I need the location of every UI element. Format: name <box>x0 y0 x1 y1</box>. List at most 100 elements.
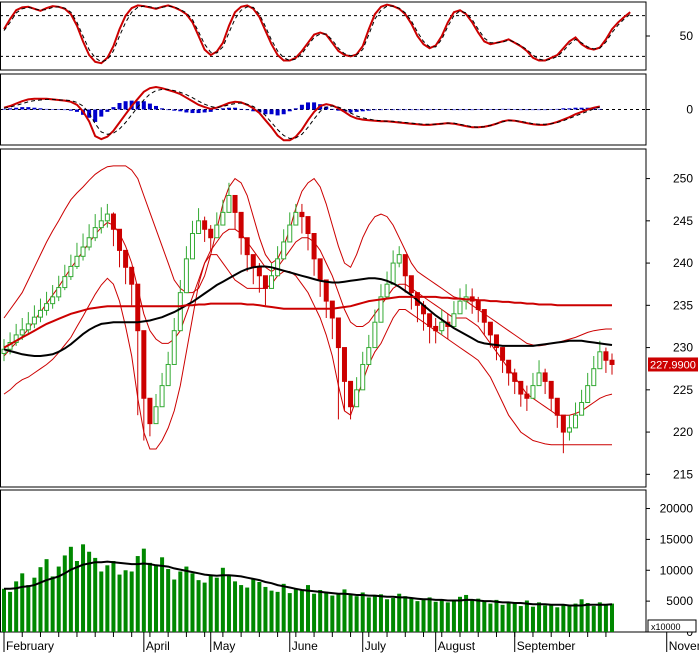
candle <box>153 394 159 425</box>
candle-body <box>439 321 445 332</box>
volume-bar <box>372 596 377 632</box>
candle-body <box>378 296 384 323</box>
macd-hist-bar <box>178 109 183 112</box>
candle <box>427 313 433 344</box>
last-price-box <box>648 357 698 372</box>
candle <box>530 372 536 399</box>
candle-body <box>189 233 195 260</box>
macd-hist-bar <box>38 108 43 110</box>
volume-bar <box>287 593 292 632</box>
candle-body <box>402 254 408 277</box>
month-label: November <box>669 639 699 653</box>
macd-hist-bar <box>561 108 566 110</box>
candle-body <box>585 385 591 404</box>
macd-hist-bar <box>190 109 195 114</box>
candle <box>536 360 542 387</box>
candle-body <box>366 347 372 365</box>
candle <box>439 309 445 335</box>
macd-hist-bar <box>482 109 487 110</box>
volume-bar <box>488 603 493 632</box>
candle-body <box>293 211 299 226</box>
macd-hist-bar <box>287 109 292 112</box>
candle <box>481 309 487 335</box>
last-price-marker: 227.9900 <box>648 357 698 372</box>
macd-hist-bar <box>378 109 383 111</box>
volume-bar <box>111 561 116 632</box>
volume-bar <box>445 602 450 632</box>
candle-body <box>232 194 238 213</box>
macd-hist-bar <box>451 109 456 111</box>
candle <box>603 347 609 373</box>
volume-bar <box>342 589 347 632</box>
volume-bar <box>275 591 280 632</box>
candle <box>117 228 123 268</box>
macd-histogram <box>2 100 602 122</box>
candle-body <box>262 275 268 289</box>
macd-hist-bar <box>32 107 37 110</box>
macd-hist-bar <box>506 108 511 110</box>
volume-bar <box>50 576 55 632</box>
volume-bar <box>99 571 104 632</box>
volume-bar <box>81 544 86 632</box>
candle <box>50 285 56 309</box>
candle <box>86 224 92 251</box>
volume-bar <box>172 579 177 632</box>
candle <box>402 254 408 293</box>
volume-bar <box>573 603 578 632</box>
macd-hist-bar <box>74 109 79 112</box>
candle-body <box>305 216 311 235</box>
volume-moving-average <box>4 560 613 607</box>
volume-bar <box>518 606 523 632</box>
macd-hist-bar <box>166 109 171 111</box>
candle-body <box>493 334 499 349</box>
candle <box>92 214 98 242</box>
volume-bars <box>2 544 614 632</box>
macd-hist-bar <box>476 109 481 110</box>
candle <box>390 250 396 285</box>
volume-bar <box>403 596 408 632</box>
candle <box>98 207 104 234</box>
macd-hist-bar <box>530 109 535 111</box>
volume-bar <box>245 587 250 632</box>
candle-body <box>518 380 524 395</box>
macd-hist-bar <box>160 108 165 110</box>
macd-series-0 <box>3 85 600 142</box>
candle <box>44 291 50 316</box>
macd-hist-bar <box>579 107 584 110</box>
candle-body <box>396 254 402 264</box>
macd-hist-bar <box>99 109 104 117</box>
volume-bar <box>549 604 554 632</box>
macd-hist-bar <box>293 108 298 110</box>
macd-hist-bar <box>62 109 67 111</box>
volume-bar <box>561 604 566 632</box>
candle <box>311 233 317 276</box>
month-label: February <box>6 639 54 653</box>
macd-hist-bar <box>543 109 548 111</box>
volume-bar <box>220 567 225 632</box>
macd-hist-bar <box>257 109 262 113</box>
volume-bar <box>196 580 201 632</box>
candle-body <box>317 258 323 281</box>
volume-bar <box>178 571 183 632</box>
candle-body <box>171 330 177 365</box>
macd-hist-bar <box>312 102 317 110</box>
macd-hist-bar <box>591 108 596 110</box>
volume-bar <box>348 594 353 632</box>
volume-bar <box>524 600 529 632</box>
macd-hist-bar <box>391 109 396 111</box>
candle-body <box>372 321 378 349</box>
volume-bar <box>318 590 323 632</box>
candle-body <box>335 317 341 349</box>
macd-hist-bar <box>518 109 523 111</box>
candle-body <box>256 266 262 277</box>
y-tick-label: 20000 <box>660 502 694 516</box>
candle <box>196 208 202 234</box>
candle <box>548 380 554 411</box>
candle-body <box>524 393 530 399</box>
volume-bar <box>354 596 359 632</box>
multiplier-box <box>647 619 697 633</box>
macd-hist-bar <box>488 109 493 110</box>
candle-body <box>360 363 366 391</box>
macd-hist-bar <box>135 101 140 110</box>
